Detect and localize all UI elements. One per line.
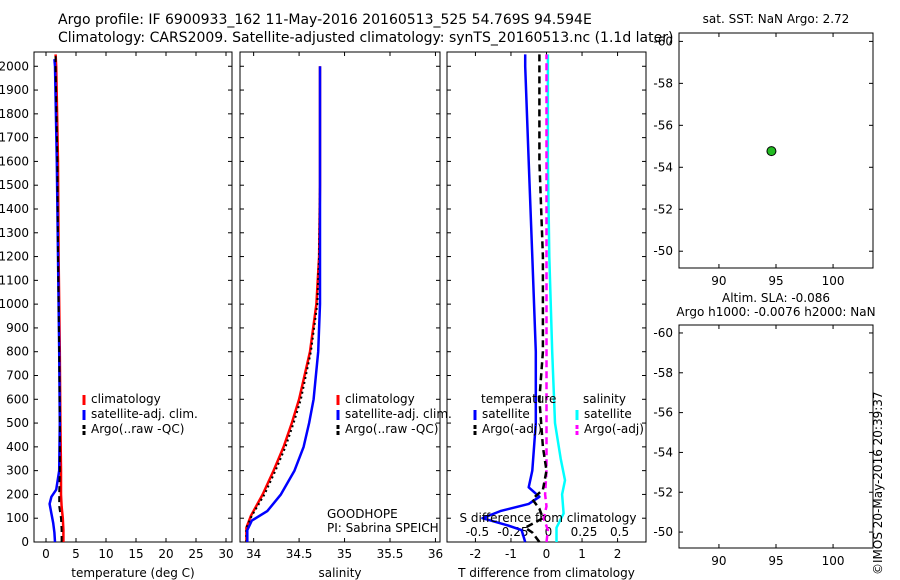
salinity-climatology-line: [245, 66, 322, 542]
sal-diff-satellite-line: [546, 54, 567, 542]
temperature-panel-ytick-label: 800: [6, 345, 29, 359]
temperature-panel-ytick-label: 1800: [0, 107, 29, 121]
difference-panel-xtick-label: 2: [614, 547, 622, 561]
difference-secondary-xlabel: S difference from climatology: [460, 511, 637, 525]
salinity-panel-xtick-label: 35: [337, 547, 352, 561]
figure-title-line1: Argo profile: IF 6900933_162 11-May-2016…: [58, 12, 592, 28]
sst-map-xtick-label: 90: [711, 274, 726, 288]
difference-panel-xtick-label: -2: [469, 547, 481, 561]
sla-map-ytick-label: -60: [653, 326, 673, 340]
temperature-panel-ytick-label: 100: [6, 511, 29, 525]
salinity-panel-xtick-label: 34: [246, 547, 261, 561]
temperature-panel-xtick-label: 0: [42, 547, 50, 561]
temperature-panel-ytick-label: 1000: [0, 297, 29, 311]
difference-legend-temp-argo: Argo(-adj): [482, 422, 542, 436]
difference-legend-temp-satellite: satellite: [482, 407, 530, 421]
sla-map-frame: [678, 324, 874, 549]
temperature-panel-ytick-label: 1200: [0, 250, 29, 264]
temperature-panel-ytick-label: 1600: [0, 154, 29, 168]
temperature-panel-ytick-label: 1700: [0, 131, 29, 145]
temperature-legend-argo: Argo(..raw -QC): [91, 422, 184, 436]
temperature-panel-xtick-label: 20: [158, 547, 173, 561]
argo-location-marker: [766, 146, 777, 157]
temperature-panel-ytick-label: 300: [6, 464, 29, 478]
difference-panel-sxtick-label: 0: [545, 525, 553, 539]
salinity-xlabel: salinity: [318, 566, 361, 580]
sla-map-subtitle: Argo h1000: -0.0076 h2000: NaN: [676, 305, 875, 319]
float-pi-label: PI: Sabrina SPEICH: [327, 521, 439, 535]
temperature-panel-ytick-label: 900: [6, 321, 29, 335]
temperature-panel-ytick-label: 1300: [0, 226, 29, 240]
sla-map-ytick-label: -52: [653, 485, 673, 499]
salinity-panel-frame: [239, 51, 441, 543]
difference-panel-xtick-label: 0: [543, 547, 551, 561]
sla-map-xtick-label: 95: [768, 554, 783, 568]
salinity-panel-xtick-label: 35.5: [377, 547, 404, 561]
difference-panel-xtick-label: -1: [505, 547, 517, 561]
sla-map-ytick-label: -54: [653, 445, 673, 459]
salinity-argo-line: [245, 66, 321, 542]
difference-panel-sxtick-label: -0.5: [466, 525, 489, 539]
temperature-panel-frame: [33, 51, 233, 543]
temperature-panel-ytick-label: 200: [6, 487, 29, 501]
difference-legend-sal-satellite: satellite: [584, 407, 632, 421]
temperature-legend-climatology: climatology: [91, 392, 161, 406]
timestamp-stamp: ©IMOS 20-May-2016 20:39:37: [871, 391, 885, 575]
salinity-satellite-line: [246, 66, 322, 542]
temperature-panel-xtick-label: 10: [98, 547, 113, 561]
sst-map-xtick-label: 95: [768, 274, 783, 288]
sst-map-ytick-label: -52: [653, 202, 673, 216]
temperature-panel-ytick-label: 400: [6, 440, 29, 454]
difference-panel-sxtick-label: 0.25: [571, 525, 598, 539]
temperature-panel-xtick-label: 30: [218, 547, 233, 561]
temperature-argo-line: [54, 54, 63, 542]
temperature-panel-xtick-label: 25: [188, 547, 203, 561]
figure-title-line2: Climatology: CARS2009. Satellite-adjuste…: [58, 30, 674, 46]
sst-map-title: sat. SST: NaN Argo: 2.72: [703, 12, 850, 26]
salinity-panel-xtick-label: 36: [428, 547, 443, 561]
difference-panel-sxtick-label: 0.5: [610, 525, 629, 539]
temperature-panel-xtick-label: 5: [72, 547, 80, 561]
salinity-legend-climatology: climatology: [345, 392, 415, 406]
difference-legend-header-salinity: salinity: [583, 392, 626, 406]
sst-map-ytick-label: -58: [653, 76, 673, 90]
sst-map-ytick-label: -60: [653, 34, 673, 48]
temp-diff-satellite-line: [481, 54, 541, 543]
sst-map-ytick-label: -54: [653, 160, 673, 174]
sst-map-ytick-label: -56: [653, 118, 673, 132]
temperature-panel-ytick-label: 2000: [0, 59, 29, 73]
temperature-panel-ytick-label: 0: [21, 535, 29, 549]
temperature-panel-xtick-label: 15: [128, 547, 143, 561]
salinity-legend-satellite: satellite-adj. clim.: [345, 407, 452, 421]
sla-map-title: Altim. SLA: -0.086: [722, 291, 830, 305]
sst-map-ytick-label: -50: [653, 244, 673, 258]
difference-xlabel: T difference from climatology: [457, 566, 635, 580]
salinity-panel-xtick-label: 34.5: [286, 547, 313, 561]
temperature-xlabel: temperature (deg C): [71, 566, 194, 580]
sla-map-xtick-label: 90: [711, 554, 726, 568]
temperature-panel-ytick-label: 1500: [0, 178, 29, 192]
temp-diff-argo-line: [523, 54, 548, 543]
difference-legend-header-temperature: temperature: [481, 392, 556, 406]
float-project-label: GOODHOPE: [327, 507, 398, 521]
temperature-panel-ytick-label: 600: [6, 392, 29, 406]
sla-map-ytick-label: -50: [653, 525, 673, 539]
temperature-panel-ytick-label: 500: [6, 416, 29, 430]
temperature-panel-ytick-label: 1100: [0, 273, 29, 287]
difference-legend-sal-argo: Argo(-adj): [584, 422, 644, 436]
temperature-panel-ytick-label: 700: [6, 368, 29, 382]
sla-map-ytick-label: -58: [653, 366, 673, 380]
temperature-panel-ytick-label: 1900: [0, 83, 29, 97]
sla-map-xtick-label: 100: [822, 554, 845, 568]
sst-map-xtick-label: 100: [822, 274, 845, 288]
temperature-panel-ytick-label: 1400: [0, 202, 29, 216]
salinity-legend-argo: Argo(..raw -QC): [345, 422, 438, 436]
temperature-legend-satellite: satellite-adj. clim.: [91, 407, 198, 421]
difference-panel-xtick-label: 1: [578, 547, 586, 561]
sal-diff-argo-line: [542, 54, 550, 543]
sla-map-ytick-label: -56: [653, 406, 673, 420]
